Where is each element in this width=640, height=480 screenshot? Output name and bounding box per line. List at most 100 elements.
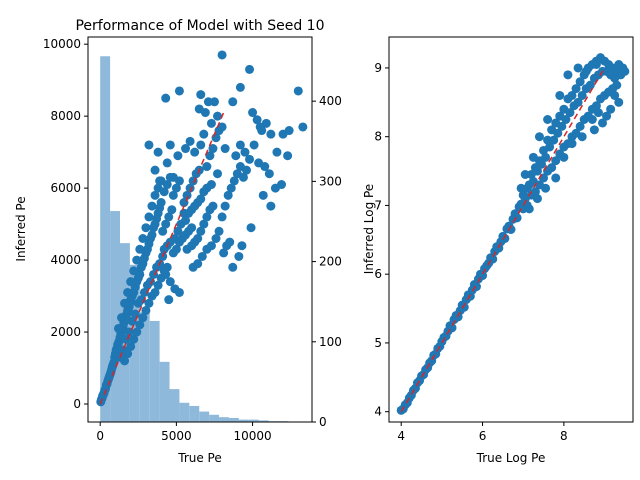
scatter-point	[220, 201, 230, 211]
scatter-point	[284, 126, 294, 136]
scatter-point	[164, 212, 174, 222]
scatter-point	[159, 187, 169, 197]
log-scatter-point	[585, 80, 595, 90]
scatter-point	[190, 147, 200, 157]
scatter-point	[199, 219, 209, 229]
scatter-point	[264, 169, 274, 179]
log-scatter-point	[573, 63, 583, 73]
histogram-bar	[189, 405, 200, 422]
scatter-point	[220, 144, 230, 154]
scatter-point	[206, 180, 216, 190]
scatter-point	[150, 165, 160, 175]
scatter-point	[123, 349, 133, 359]
scatter-point	[141, 223, 151, 233]
x-tick-label: 10000	[233, 429, 271, 443]
scatter-point	[164, 295, 174, 305]
log-scatter-point	[516, 183, 526, 193]
scatter-point	[153, 147, 163, 157]
log-y-tick-label: 6	[374, 267, 382, 281]
scatter-point	[235, 140, 245, 150]
y-axis-ticks: 0 2000 4000 6000 8000 10000	[43, 37, 88, 411]
log-diagonal-reference-line	[400, 67, 606, 413]
scatter-point	[200, 108, 210, 118]
scatter-point	[187, 223, 197, 233]
scatter-point	[165, 277, 175, 287]
scatter-points	[96, 50, 308, 407]
log-scatter-point	[610, 90, 620, 100]
log-scatter-point	[612, 80, 622, 90]
scatter-point	[123, 287, 133, 297]
secondary-y-tick-label: 400	[319, 94, 342, 108]
scatter-point	[245, 154, 255, 164]
log-scatter-point	[614, 97, 624, 107]
scatter-point	[167, 205, 177, 215]
log-scatter-point	[524, 204, 534, 214]
scatter-point	[126, 277, 136, 287]
scatter-point	[138, 313, 148, 323]
log-scatter-point	[589, 125, 599, 135]
scatter-point	[228, 262, 238, 272]
scatter-point	[196, 226, 206, 236]
log-y-tick-label: 9	[374, 61, 382, 75]
scatter-point	[293, 86, 303, 96]
histogram-bar	[219, 417, 229, 422]
secondary-y-tick-label: 200	[319, 255, 342, 269]
scatter-point	[162, 158, 172, 168]
scatter-point	[161, 219, 171, 229]
x-axis-ticks: 0 5000 10000	[96, 422, 272, 443]
right-plot-frame	[388, 36, 634, 423]
log-scatter-point	[555, 90, 565, 100]
scatter-point	[283, 151, 293, 161]
scatter-point	[196, 140, 206, 150]
scatter-point	[196, 90, 206, 100]
histogram-bar	[169, 389, 180, 422]
scatter-point	[120, 298, 130, 308]
histogram-bar	[179, 402, 190, 422]
scatter-point	[225, 237, 235, 247]
scatter-point	[228, 97, 238, 107]
log-y-axis-label: Inferred Log Pe	[362, 184, 376, 274]
scatter-point	[208, 201, 218, 211]
log-scatter-points	[396, 53, 630, 415]
scatter-point	[226, 183, 236, 193]
scatter-point	[161, 93, 171, 103]
scatter-point	[141, 305, 151, 315]
scatter-point	[158, 226, 168, 236]
log-scatter-point	[591, 101, 601, 111]
scatter-point	[193, 233, 203, 243]
scatter-point	[237, 241, 247, 251]
scatter-point	[217, 212, 227, 222]
scatter-point	[174, 287, 184, 297]
scatter-point	[246, 223, 256, 233]
scatter-point	[234, 251, 244, 261]
right-chart: 4 6 8 4 5 6 7 8 9 True Log Pe Inferred Log Pe	[362, 36, 634, 465]
scatter-point	[168, 190, 178, 200]
histogram-bar	[159, 361, 170, 422]
scatter-point	[213, 169, 223, 179]
scatter-point	[126, 341, 136, 351]
scatter-point	[240, 147, 250, 157]
scatter-point	[214, 226, 224, 236]
histogram-bar	[199, 411, 210, 422]
log-y-tick-label: 8	[374, 130, 382, 144]
log-scatter-point	[532, 194, 542, 204]
diagonal-reference-line	[99, 112, 225, 405]
log-x-tick-label: 8	[560, 429, 568, 443]
y-tick-label: 4000	[50, 253, 81, 267]
log-scatter-point	[520, 170, 530, 179]
scatter-point	[150, 190, 160, 200]
scatter-point	[298, 122, 308, 132]
scatter-point	[185, 136, 195, 146]
scatter-point	[168, 172, 178, 182]
histogram-bar	[110, 211, 120, 422]
y-axis-label: Inferred Pe	[14, 196, 28, 261]
scatter-point	[185, 183, 195, 193]
scatter-point	[174, 86, 184, 96]
y-tick-label: 2000	[50, 325, 81, 339]
log-scatter-point	[577, 90, 587, 100]
histogram-bar	[139, 312, 150, 422]
log-scatter-point	[528, 152, 538, 162]
scatter-point	[217, 122, 227, 132]
scatter-point	[173, 151, 183, 161]
